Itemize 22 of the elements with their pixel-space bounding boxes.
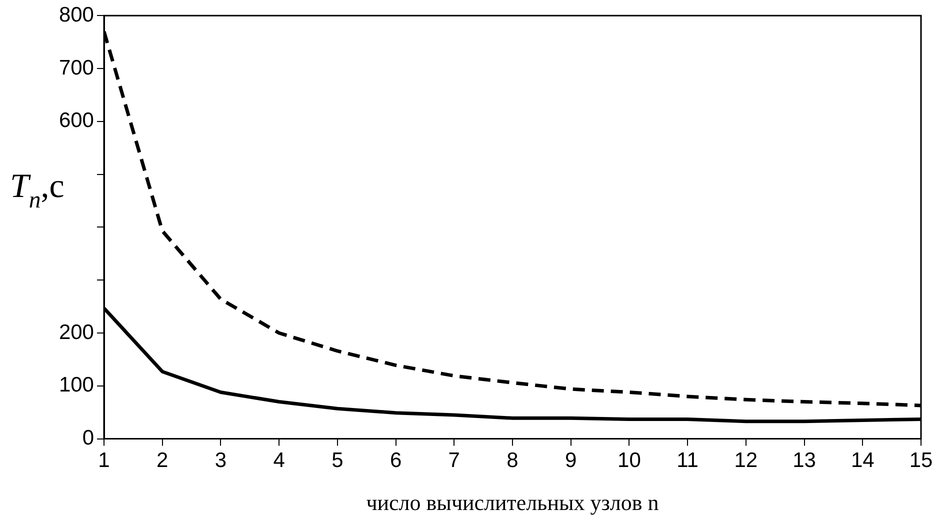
x-tick-label: 3: [214, 449, 227, 472]
y-tick-label: 100: [58, 374, 94, 397]
y-tick-label: 600: [58, 109, 94, 132]
x-tick-label: 9: [565, 449, 577, 472]
x-tick-label: 4: [273, 449, 286, 472]
x-tick-label: 2: [156, 449, 168, 472]
y-tick-label: 200: [58, 320, 94, 344]
x-tick-label: 6: [390, 449, 402, 472]
x-tick-label: 7: [448, 449, 460, 472]
y-tick-label: 800: [58, 3, 94, 26]
x-tick-label: 15: [909, 449, 933, 472]
x-tick-label: 1: [98, 449, 110, 472]
y-tick-label: 0: [82, 426, 94, 450]
x-tick-label: 14: [850, 449, 875, 472]
x-tick-label: 5: [332, 449, 344, 472]
x-axis-title: число вычислительных узлов n: [366, 490, 659, 515]
x-tick-label: 12: [734, 449, 758, 472]
x-tick-label: 13: [792, 449, 816, 472]
x-tick-label: 10: [618, 449, 641, 472]
x-tick-label: 11: [676, 449, 698, 472]
x-tick-label: 8: [506, 449, 518, 472]
y-tick-label: 700: [58, 56, 94, 80]
